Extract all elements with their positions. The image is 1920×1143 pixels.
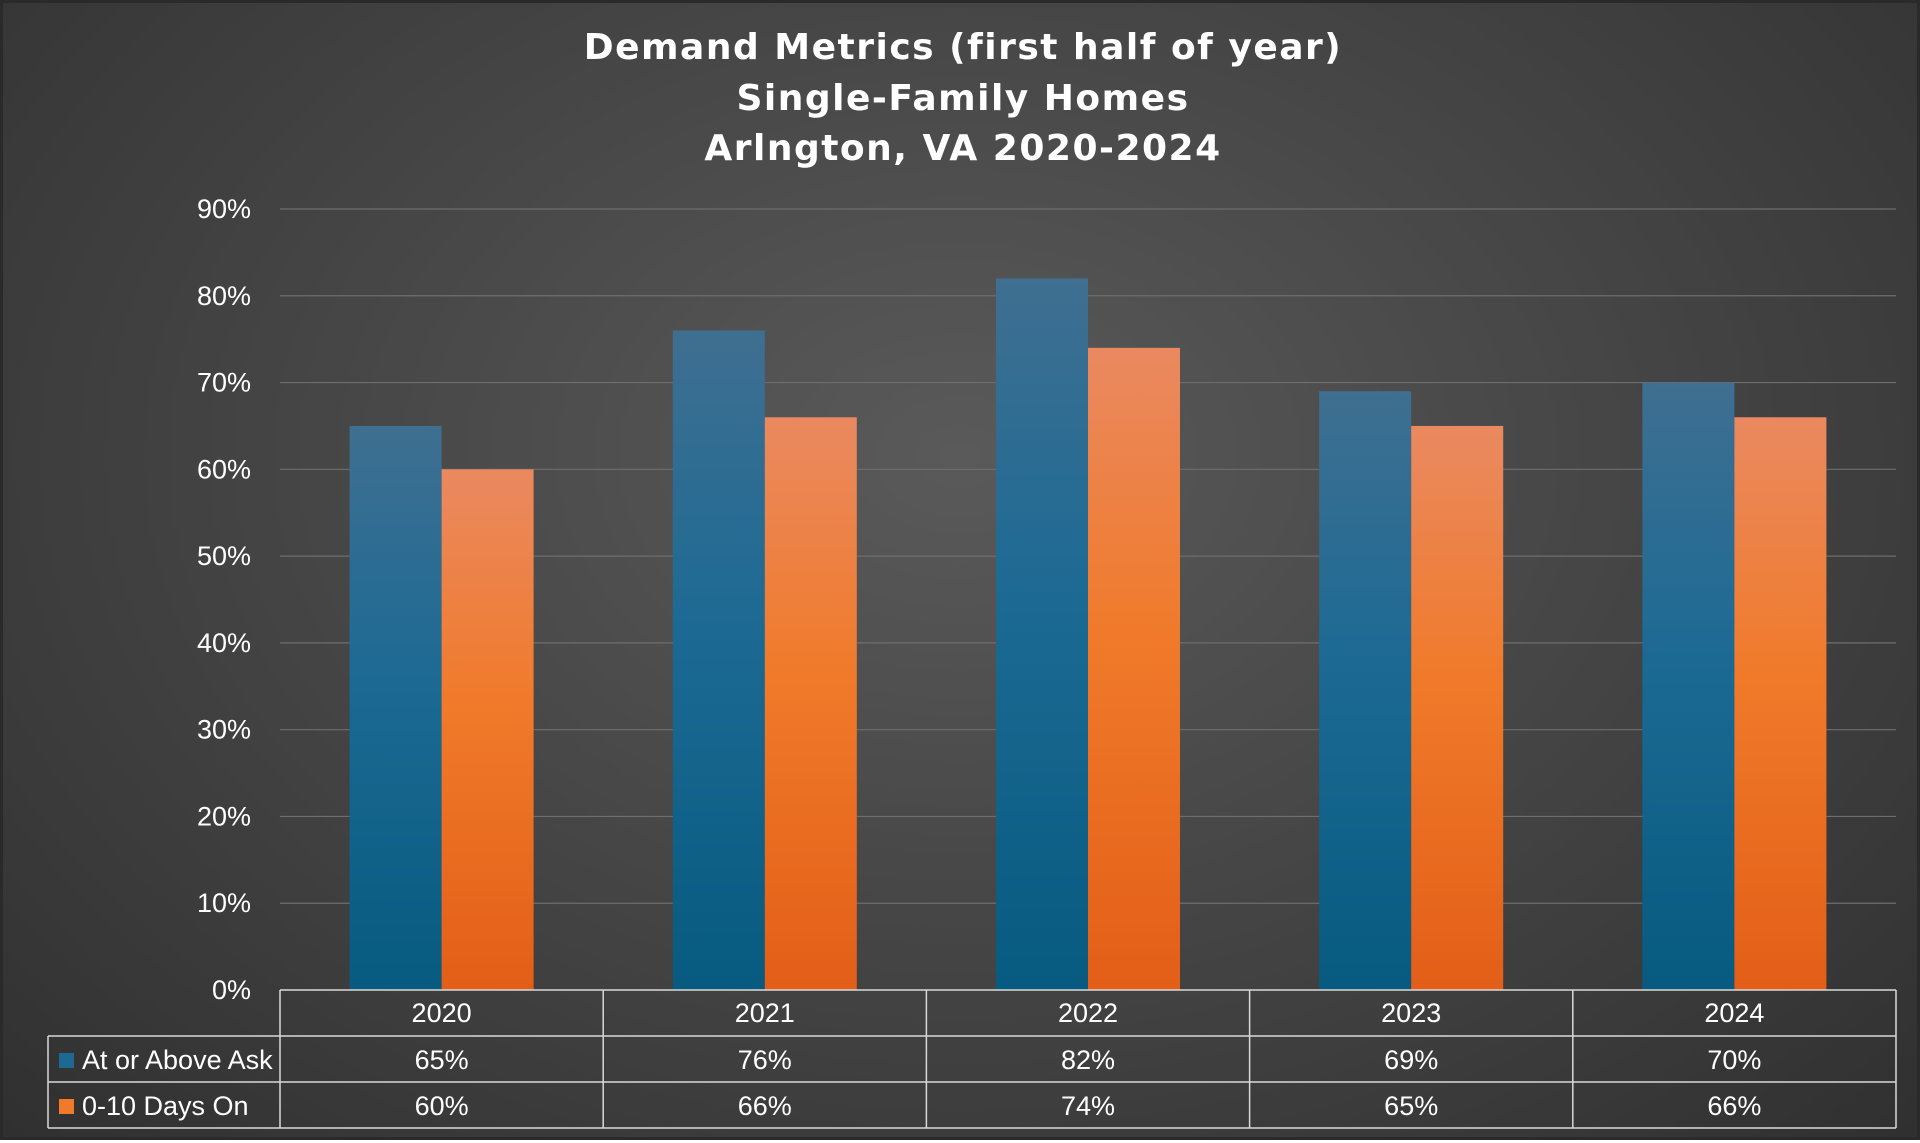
data-label: 65%: [1384, 1091, 1438, 1121]
legend-swatch-days-on: [59, 1099, 74, 1114]
x-category-label: 2024: [1704, 998, 1764, 1028]
y-tick-label: 80%: [197, 281, 251, 311]
y-axis-ticks: 0% 10% 20% 30% 40% 50% 60% 70% 80% 90%: [197, 194, 251, 1005]
bar-days-on-2023: [1411, 425, 1504, 990]
y-tick-label: 40%: [197, 628, 251, 658]
bar-at-or-above-ask-2020: [349, 425, 442, 990]
data-label: 66%: [1707, 1091, 1761, 1121]
y-tick-label: 50%: [197, 541, 251, 571]
chart-title-line-2: Single-Family Homes: [736, 78, 1189, 119]
chart-title-line-3: Arlngton, VA 2020-2024: [704, 128, 1221, 169]
data-label: 70%: [1707, 1045, 1761, 1075]
x-category-label: 2022: [1058, 998, 1118, 1028]
y-tick-label: 70%: [197, 368, 251, 398]
x-category-label: 2023: [1381, 998, 1441, 1028]
y-tick-label: 0%: [212, 975, 251, 1005]
data-label: 82%: [1061, 1045, 1115, 1075]
chart-title-line-1: Demand Metrics (first half of year): [584, 27, 1343, 68]
data-label: 66%: [738, 1091, 792, 1121]
legend-swatch-at-or-above-ask: [59, 1053, 74, 1068]
bar-at-or-above-ask-2021: [672, 330, 765, 990]
data-label: 69%: [1384, 1045, 1438, 1075]
x-category-label: 2020: [412, 998, 472, 1028]
bar-days-on-2022: [1088, 347, 1180, 990]
y-tick-label: 20%: [197, 801, 251, 831]
data-label: 74%: [1061, 1091, 1115, 1121]
x-category-label: 2021: [735, 998, 795, 1028]
bar-at-or-above-ask-2024: [1642, 382, 1735, 990]
y-tick-label: 10%: [197, 888, 251, 918]
bars: [349, 278, 1827, 990]
y-tick-label: 90%: [197, 194, 251, 224]
legend-label-at-or-above-ask: At or Above Ask: [82, 1045, 273, 1075]
legend-label-days-on: 0-10 Days On: [82, 1091, 249, 1121]
y-tick-label: 30%: [197, 715, 251, 745]
bar-at-or-above-ask-2022: [996, 278, 1088, 990]
bar-days-on-2021: [764, 417, 857, 990]
data-label: 60%: [415, 1091, 469, 1121]
bar-days-on-2024: [1734, 417, 1827, 990]
data-label: 76%: [738, 1045, 792, 1075]
data-table: 2020 2021 2022 2023 2024 At or Above Ask 65% 76…: [47, 989, 1897, 1129]
bar-at-or-above-ask-2023: [1319, 391, 1412, 990]
chart-canvas: Demand Metrics (first half of year) Sing…: [47, 27, 1897, 1129]
data-label: 65%: [415, 1045, 469, 1075]
y-tick-label: 60%: [197, 454, 251, 484]
bar-days-on-2020: [441, 469, 534, 990]
